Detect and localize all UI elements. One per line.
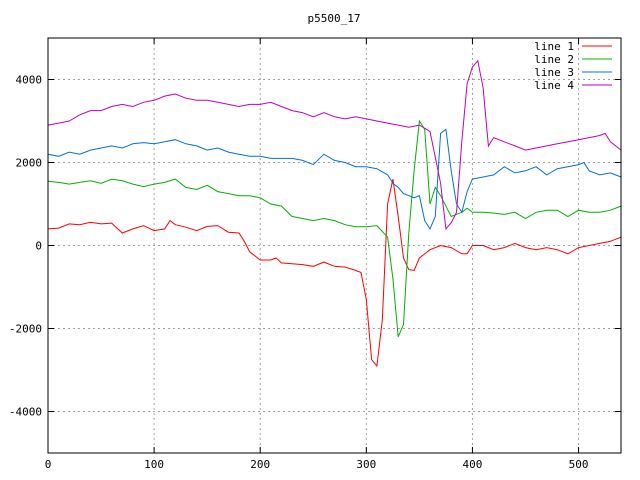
x-tick-label: 200 <box>250 458 270 471</box>
y-tick-label: 2000 <box>16 157 43 170</box>
series-layer <box>47 59 622 368</box>
y-tick-label: -2000 <box>9 323 42 336</box>
y-tick-label: 0 <box>35 240 42 253</box>
tick-marks: 0 100 200 300 400 500 -4000 -2000 0 2000 4000 <box>9 38 621 471</box>
x-tick-label: 300 <box>356 458 376 471</box>
legend-label-1: line 1 <box>534 40 574 53</box>
x-tick-label: 400 <box>463 458 483 471</box>
series-line-4 <box>47 59 622 231</box>
legend-label-3: line 3 <box>534 66 574 79</box>
series-line-2 <box>47 119 622 337</box>
chart-title: p5500_17 <box>308 12 361 25</box>
x-tick-label: 500 <box>569 458 589 471</box>
legend-label-4: line 4 <box>534 79 574 92</box>
grid-lines <box>47 38 621 453</box>
x-tick-label: 100 <box>144 458 164 471</box>
y-tick-label: 4000 <box>16 74 43 87</box>
y-tick-label: -4000 <box>9 406 42 419</box>
x-tick-label: 0 <box>45 458 52 471</box>
series-line-1 <box>47 178 622 368</box>
series-line-3 <box>47 128 622 230</box>
legend-label-2: line 2 <box>534 53 574 66</box>
